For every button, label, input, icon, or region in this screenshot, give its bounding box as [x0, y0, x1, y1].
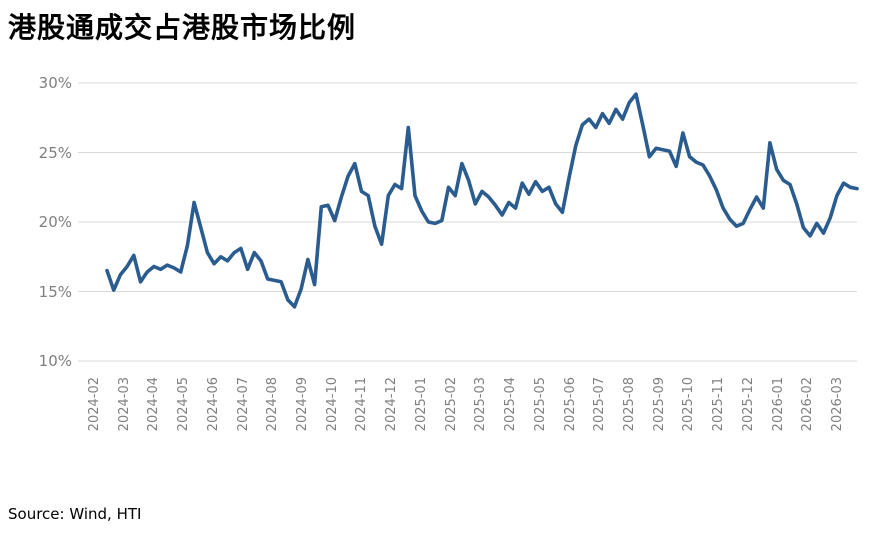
x-axis-tick-label: 2025-03	[473, 377, 489, 432]
y-axis-tick-label: 10%	[38, 352, 72, 370]
x-axis-tick-label: 2024-03	[116, 377, 132, 432]
x-axis-tick-label: 2026-03	[830, 377, 845, 432]
x-axis-tick-label: 2025-06	[562, 377, 578, 432]
x-axis-tick-label: 2024-11	[354, 377, 370, 432]
x-axis-tick-label: 2025-04	[503, 377, 519, 432]
x-axis-tick-label: 2025-08	[621, 377, 637, 432]
x-axis-tick-label: 2025-11	[711, 377, 727, 432]
chart-canvas	[78, 82, 859, 362]
series-line	[105, 92, 859, 309]
x-axis-tick-label: 2025-09	[651, 377, 667, 432]
y-axis-tick-label: 30%	[38, 74, 72, 92]
x-axis-tick-label: 2025-05	[532, 377, 548, 432]
y-axis-tick-label: 25%	[38, 143, 72, 162]
x-axis-tick-label: 2025-02	[443, 377, 459, 432]
y-axis-tick-label: 15%	[38, 282, 72, 301]
x-axis-tick-label: 2024-05	[176, 377, 192, 432]
x-axis-tick-label: 2024-07	[235, 377, 251, 432]
x-axis-tick-label: 2024-10	[324, 377, 340, 432]
x-axis-tick-label: 2025-12	[740, 377, 756, 432]
x-axis-tick-label: 2025-07	[592, 377, 608, 432]
x-axis-tick-label: 2025-01	[413, 377, 429, 432]
x-axis-tick-label: 2024-08	[265, 377, 281, 432]
x-axis-tick-label: 2024-06	[205, 377, 221, 432]
x-axis-tick-label: 2025-10	[681, 377, 697, 432]
x-axis-tick-label: 2024-02	[87, 377, 102, 432]
line-chart: 10% 15% 20% 25% 30% 2024-02 2024-03 2024-04 202…	[38, 74, 884, 432]
x-axis-tick: 2026-03	[830, 373, 884, 431]
x-axis-tick-label: 2024-09	[295, 377, 311, 432]
x-axis-tick-label: 2026-02	[800, 377, 816, 432]
x-axis-tick-label: 2024-12	[384, 377, 400, 432]
y-axis-tick-label: 20%	[38, 213, 72, 231]
x-axis-tick-label: 2024-04	[146, 377, 162, 432]
x-axis-tick-label: 2026-01	[770, 377, 786, 432]
source-note: Source: Wind, HTI	[8, 505, 142, 523]
chart-title: 港股通成交占港股市场比例	[8, 11, 357, 44]
